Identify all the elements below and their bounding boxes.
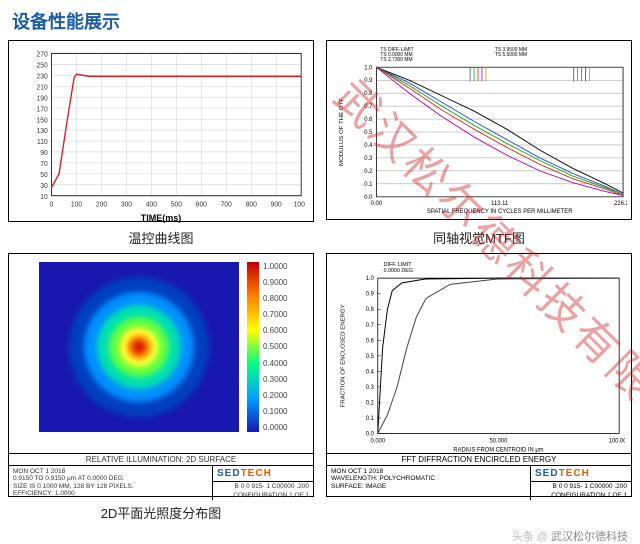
page-title: 设备性能展示 [12, 8, 632, 34]
encircled-energy-chart: 0.0 0.1 0.2 0.3 0.4 0.5 0.6 0.7 0.8 0.9 1.0 0.000 50… [326, 253, 632, 497]
svg-text:210: 210 [37, 83, 48, 91]
svg-text:150: 150 [37, 116, 48, 124]
heatmap-conf2: CONFIGURATION 1 OF 1 [213, 491, 313, 500]
svg-text:900: 900 [271, 200, 282, 208]
heatmap-conf1: B 0 0 915- 1 C00000 .200 [213, 482, 313, 491]
ee-conf1: B 0 0 915- 1 C00000 .200 [531, 482, 631, 491]
svg-text:300: 300 [121, 200, 132, 208]
svg-text:0.5: 0.5 [364, 130, 373, 136]
svg-text:SPATIAL FREQUENCY IN CYCLES PE: SPATIAL FREQUENCY IN CYCLES PER MILLIMET… [427, 209, 573, 215]
svg-text:230: 230 [37, 72, 48, 80]
svg-text:0.2: 0.2 [366, 400, 374, 406]
ee-caption [326, 499, 632, 526]
svg-text:FRACTION OF ENCLOSED ENERGY: FRACTION OF ENCLOSED ENERGY [341, 304, 347, 407]
temp-x-label: TIME(ms) [141, 213, 182, 223]
colorbar [247, 262, 259, 432]
heatmap-footer-left: MON OCT 1 20180.9150 TO 0.9150 μm AT 0.0… [9, 466, 212, 500]
temp-caption: 温控曲线图 [8, 224, 314, 251]
svg-text:0: 0 [50, 200, 54, 208]
svg-text:190: 190 [37, 94, 48, 102]
ee-conf2: CONFIGURATION 1 OF 1 [531, 491, 631, 500]
svg-text:50.000: 50.000 [490, 439, 509, 445]
mtf-plot-svg: 0.00.10.20.30.40.50.60.70.80.91.00.00113… [331, 45, 627, 215]
svg-text:90: 90 [40, 149, 48, 157]
svg-text:1.0: 1.0 [366, 276, 375, 282]
svg-text:270: 270 [37, 50, 48, 58]
svg-text:113.11: 113.11 [491, 201, 509, 207]
temperature-chart: TEMPERATURE(℃) 0100200300400500600700800… [8, 40, 314, 222]
svg-text:TS 5.5000 MM: TS 5.5000 MM [495, 52, 527, 58]
svg-text:100.000: 100.000 [609, 439, 625, 445]
svg-text:0.1: 0.1 [364, 182, 373, 188]
ee-footer-title: FFT DIFFRACTION ENCIRCLED ENERGY [327, 454, 631, 466]
temp-plot-svg: 0 100 200 300 400 500 600 700 800 900 1000 10 30 50 70… [17, 47, 305, 217]
mtf-caption: 同轴视觉MTF图 [326, 224, 632, 251]
svg-text:100: 100 [71, 200, 82, 208]
heat-caption: 2D平面光照度分布图 [8, 499, 314, 526]
svg-text:0.00: 0.00 [371, 201, 383, 207]
svg-text:0.9: 0.9 [366, 292, 375, 298]
svg-text:0.0000 DEG: 0.0000 DEG [384, 268, 413, 274]
brand-logo: SEDTECH [213, 466, 313, 482]
svg-text:0.3: 0.3 [364, 156, 373, 162]
colorbar-ticks: 1.00000.90000.80000.70000.60000.50000.40… [263, 262, 287, 432]
svg-text:200: 200 [96, 200, 107, 208]
charts-grid: TEMPERATURE(℃) 0100200300400500600700800… [8, 40, 632, 526]
svg-text:10: 10 [40, 193, 48, 201]
svg-text:500: 500 [171, 200, 182, 208]
svg-text:0.4: 0.4 [366, 369, 375, 375]
svg-text:0.6: 0.6 [364, 117, 373, 123]
svg-text:0.7: 0.7 [364, 104, 373, 110]
svg-text:110: 110 [37, 138, 48, 146]
svg-text:0.4: 0.4 [364, 143, 373, 149]
heatmap-footer: RELATIVE ILLUMINATION: 2D SURFACE MON OC… [9, 453, 313, 496]
brand-logo: SEDTECH [531, 466, 631, 482]
svg-text:800: 800 [246, 200, 257, 208]
svg-text:0.0: 0.0 [366, 431, 375, 437]
heatmap-canvas [39, 262, 239, 432]
svg-text:MODULUS OF THE OTF: MODULUS OF THE OTF [339, 98, 345, 166]
svg-text:0.8: 0.8 [366, 307, 375, 313]
heatmap-footer-title: RELATIVE ILLUMINATION: 2D SURFACE [9, 454, 313, 466]
svg-text:0.9: 0.9 [364, 78, 373, 84]
svg-text:400: 400 [146, 200, 157, 208]
svg-text:0.6: 0.6 [366, 338, 375, 344]
svg-text:700: 700 [221, 200, 232, 208]
bottom-watermark: 武汉松尔德科技 [512, 528, 628, 544]
svg-text:226.22: 226.22 [614, 201, 627, 207]
svg-text:1.0: 1.0 [364, 65, 373, 71]
svg-text:130: 130 [37, 127, 48, 135]
svg-text:250: 250 [37, 61, 48, 69]
svg-text:600: 600 [196, 200, 207, 208]
svg-text:TS 2.7300 MM: TS 2.7300 MM [380, 57, 412, 63]
svg-text:0.1: 0.1 [366, 416, 375, 422]
heatmap-chart: 1.00000.90000.80000.70000.60000.50000.40… [8, 253, 314, 497]
ee-footer-left: MON OCT 1 2018WAVELENGTH: POLYCHROMATICS… [327, 466, 530, 500]
ee-footer: FFT DIFFRACTION ENCIRCLED ENERGY MON OCT… [327, 453, 631, 496]
svg-text:170: 170 [37, 105, 48, 113]
svg-text:70: 70 [40, 160, 48, 168]
svg-text:30: 30 [40, 182, 48, 190]
mtf-chart: 0.00.10.20.30.40.50.60.70.80.91.00.00113… [326, 40, 632, 220]
svg-text:0.8: 0.8 [364, 91, 373, 97]
svg-text:0.3: 0.3 [366, 385, 375, 391]
svg-text:0.7: 0.7 [366, 323, 374, 329]
svg-text:0.2: 0.2 [364, 169, 373, 175]
svg-text:1000: 1000 [294, 200, 305, 208]
svg-text:0.5: 0.5 [366, 354, 375, 360]
svg-text:0.000: 0.000 [370, 439, 385, 445]
svg-text:50: 50 [40, 171, 48, 179]
